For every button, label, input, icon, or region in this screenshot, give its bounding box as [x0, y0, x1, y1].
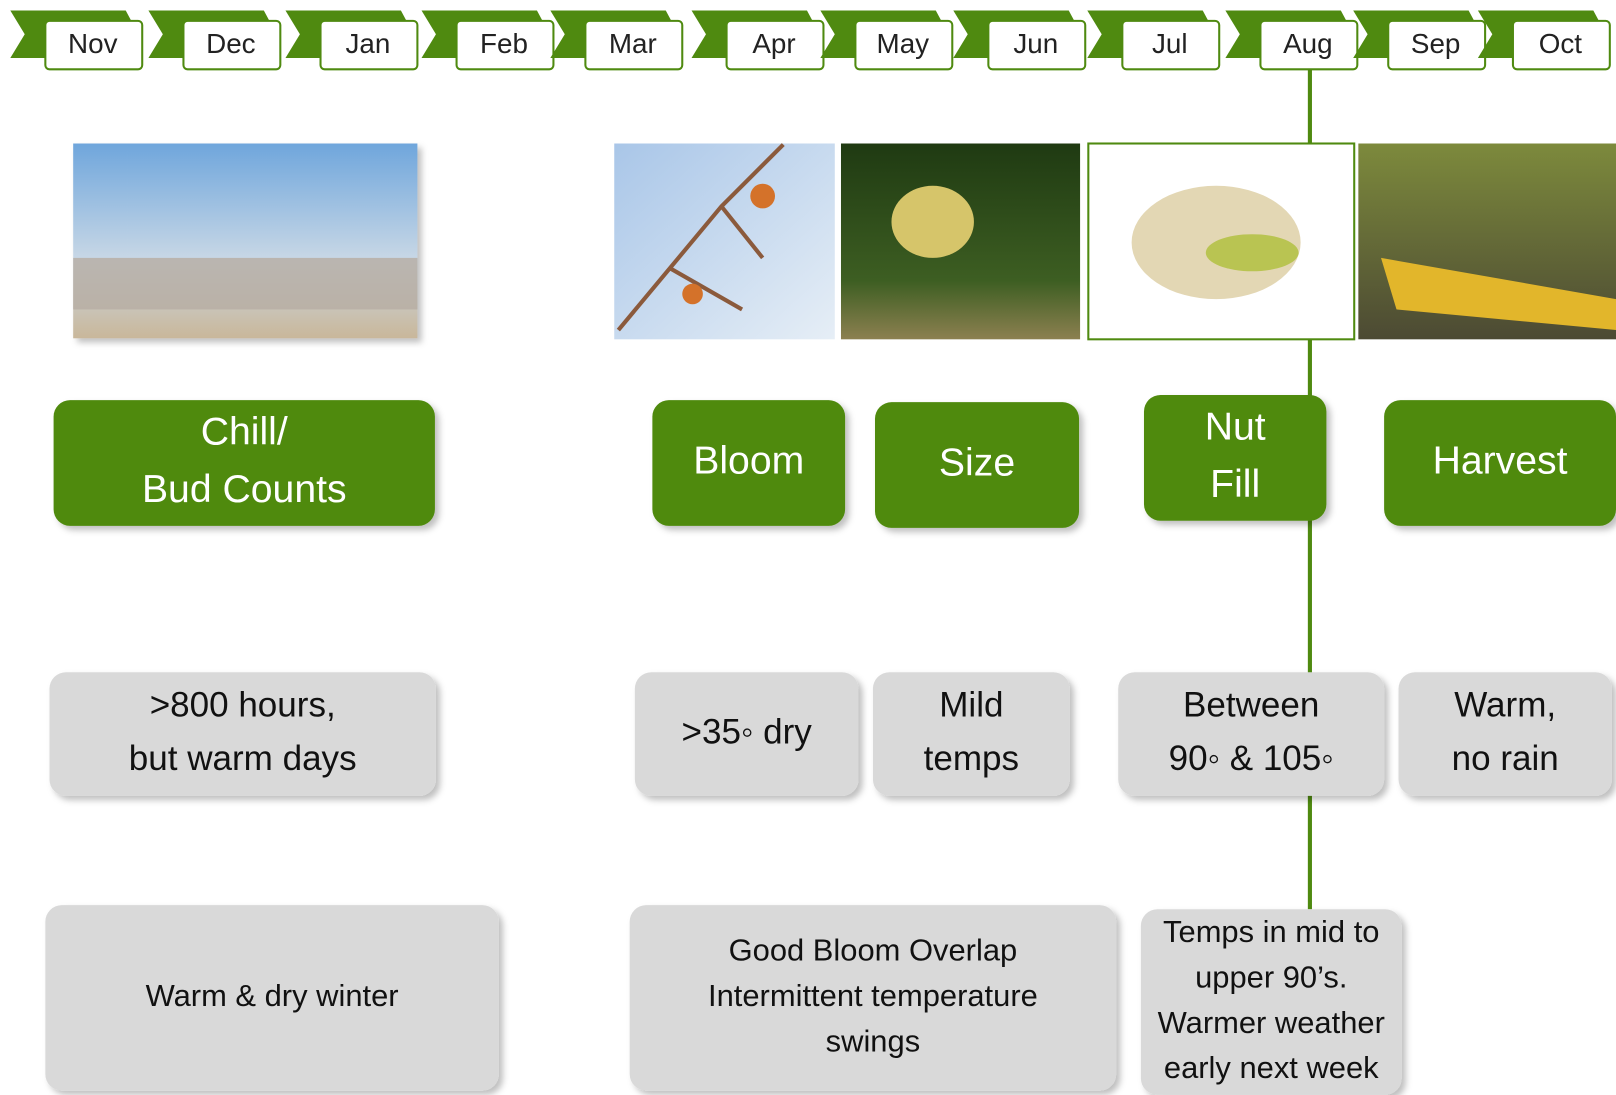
month-label: Jan [346, 28, 391, 59]
photo-detail [1206, 234, 1299, 271]
month-label: Dec [206, 28, 256, 59]
condition-text: >800 hours, [150, 685, 336, 724]
stage-text: Bud Counts [142, 468, 347, 511]
month-label: Mar [609, 28, 657, 59]
note-text: Good Bloom Overlap [729, 933, 1018, 968]
condition-text: temps [924, 739, 1019, 778]
condition-text: but warm days [129, 739, 357, 778]
note-text: upper 90’s. [1195, 959, 1347, 994]
condition-text: 90◦ & 105◦ [1169, 739, 1334, 778]
condition-text: Between [1183, 685, 1319, 724]
month-label: Aug [1283, 28, 1332, 59]
note-text: Warm & dry winter [146, 978, 399, 1013]
photo-detail [73, 258, 417, 310]
photo-detail [682, 284, 703, 305]
month-label: Jul [1152, 28, 1188, 59]
page: Nov Dec Jan Feb Mar Apr May Jun Jul Aug Sep Oct Chil… [0, 0, 1616, 1095]
note-text: Temps in mid to [1163, 914, 1379, 949]
month-label: Feb [480, 28, 528, 59]
note-text: Warmer weather [1158, 1005, 1385, 1040]
month-label: Jun [1013, 28, 1058, 59]
condition-text: Mild [939, 685, 1003, 724]
note-text: Intermittent temperature [708, 978, 1038, 1013]
condition-text: no rain [1452, 739, 1559, 778]
photos [73, 144, 1616, 340]
photo-bloom [614, 144, 835, 340]
condition-text: >35◦ dry [682, 712, 813, 751]
photo-detail [750, 184, 775, 209]
stage-text: Fill [1210, 463, 1260, 506]
stage-text: Nut [1205, 405, 1266, 448]
month-label: Sep [1411, 28, 1461, 59]
condition-text: Warm, [1454, 685, 1556, 724]
stage-text: Size [939, 441, 1015, 484]
stage-text: Bloom [693, 439, 804, 482]
month-label: Apr [752, 28, 795, 59]
stage-text: Harvest [1433, 439, 1568, 482]
month-label: Nov [68, 28, 118, 59]
timeline-diagram: Nov Dec Jan Feb Mar Apr May Jun Jul Aug Sep Oct Chil… [0, 0, 1616, 1095]
stage-text: Chill/ [201, 410, 288, 453]
note-text: swings [826, 1023, 920, 1058]
note-text: early next week [1164, 1050, 1379, 1085]
photo-detail [891, 186, 973, 258]
month-label: May [877, 28, 930, 59]
month-label: Oct [1539, 28, 1583, 59]
